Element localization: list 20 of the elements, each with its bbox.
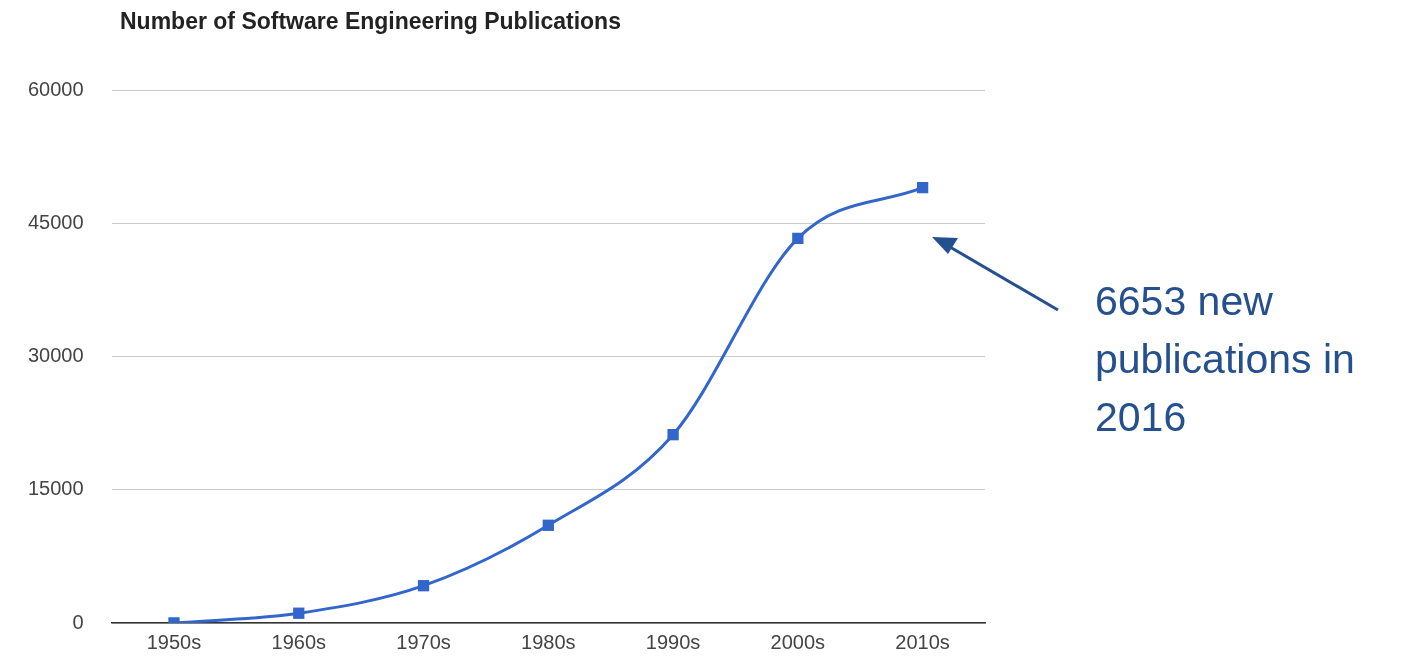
- point: [792, 232, 804, 245]
- chart-title: Number of Software Engineering Publications: [120, 8, 621, 35]
- x-tick-label: 2010s: [895, 630, 950, 653]
- x-tick-label: 1950s: [146, 630, 202, 653]
- point: [542, 519, 554, 531]
- y-tick-label: 15000: [27, 477, 84, 500]
- x-tick-label: 1990s: [645, 630, 701, 653]
- text: 6653 new publications in 2016: [1095, 277, 1356, 442]
- y-tick-label: 30000: [27, 344, 84, 367]
- point: [417, 580, 430, 592]
- point: [293, 607, 305, 619]
- x-tick-label: 1980s: [521, 630, 576, 653]
- point: [667, 429, 679, 441]
- y-tick-label: 0: [72, 610, 84, 633]
- x-tick-label: 1960s: [271, 630, 327, 653]
- x-tick-label: 2000s: [770, 630, 826, 653]
- x-tick-label: 1970s: [396, 630, 451, 653]
- y-tick-label: 45000: [27, 210, 84, 233]
- point: [916, 182, 929, 194]
- y-tick-label: 60000: [27, 77, 84, 100]
